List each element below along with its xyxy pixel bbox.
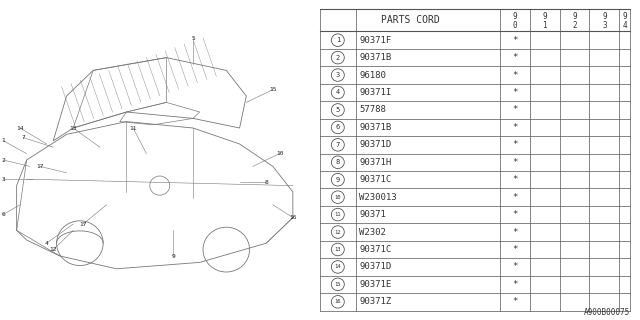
- Text: *: *: [512, 297, 518, 306]
- Text: 2: 2: [1, 157, 5, 163]
- Text: *: *: [512, 70, 518, 80]
- Text: *: *: [512, 140, 518, 149]
- Text: 8: 8: [264, 180, 268, 185]
- Text: 15: 15: [335, 282, 341, 287]
- Text: *: *: [512, 280, 518, 289]
- Text: 0: 0: [513, 21, 517, 30]
- Text: 17: 17: [79, 221, 87, 227]
- Text: 90371D: 90371D: [360, 262, 392, 271]
- Text: 11: 11: [129, 125, 137, 131]
- Text: A900B00075: A900B00075: [584, 308, 630, 317]
- Text: 14: 14: [16, 125, 24, 131]
- Text: 13: 13: [335, 247, 341, 252]
- Text: 2: 2: [572, 21, 577, 30]
- Text: 9: 9: [336, 177, 340, 183]
- Text: *: *: [512, 158, 518, 167]
- Text: *: *: [512, 53, 518, 62]
- Text: 9: 9: [602, 12, 607, 21]
- Text: 90371F: 90371F: [360, 36, 392, 45]
- Text: 3: 3: [1, 177, 5, 182]
- Text: 90371I: 90371I: [360, 88, 392, 97]
- Text: 90371C: 90371C: [360, 175, 392, 184]
- Text: 3: 3: [336, 72, 340, 78]
- Text: 7: 7: [21, 135, 25, 140]
- Text: 90371B: 90371B: [360, 123, 392, 132]
- Text: 13: 13: [70, 125, 77, 131]
- Text: 12: 12: [49, 247, 57, 252]
- Text: *: *: [512, 228, 518, 236]
- Text: *: *: [512, 106, 518, 115]
- Text: 90371Z: 90371Z: [360, 297, 392, 306]
- Text: 9: 9: [623, 12, 627, 21]
- Text: *: *: [512, 88, 518, 97]
- Text: 4: 4: [45, 241, 49, 246]
- Text: 3: 3: [602, 21, 607, 30]
- Text: 57788: 57788: [360, 106, 387, 115]
- Text: 9: 9: [543, 12, 547, 21]
- Text: *: *: [512, 262, 518, 271]
- Text: *: *: [512, 245, 518, 254]
- Text: 10: 10: [335, 195, 341, 200]
- Text: 15: 15: [269, 87, 276, 92]
- Text: *: *: [512, 36, 518, 45]
- Text: 7: 7: [336, 142, 340, 148]
- Text: PARTS CORD: PARTS CORD: [381, 15, 440, 26]
- Text: 16: 16: [335, 299, 341, 304]
- Text: 6: 6: [1, 212, 5, 217]
- Text: 5: 5: [191, 36, 195, 41]
- Text: 14: 14: [335, 264, 341, 269]
- Text: 4: 4: [623, 21, 627, 30]
- Text: *: *: [512, 193, 518, 202]
- Text: 1: 1: [543, 21, 547, 30]
- Text: *: *: [512, 175, 518, 184]
- Text: 5: 5: [336, 107, 340, 113]
- Text: 2: 2: [336, 55, 340, 60]
- Text: 6: 6: [336, 124, 340, 130]
- Text: 4: 4: [336, 90, 340, 95]
- Text: 1: 1: [336, 37, 340, 43]
- Text: 90371: 90371: [360, 210, 387, 219]
- Text: *: *: [512, 123, 518, 132]
- Text: 90371D: 90371D: [360, 140, 392, 149]
- Text: 16: 16: [289, 215, 296, 220]
- Text: 1: 1: [1, 138, 5, 143]
- Text: 17: 17: [36, 164, 44, 169]
- Text: *: *: [512, 210, 518, 219]
- Text: 90371C: 90371C: [360, 245, 392, 254]
- Text: 12: 12: [335, 229, 341, 235]
- Text: 8: 8: [336, 159, 340, 165]
- Text: W2302: W2302: [360, 228, 387, 236]
- Text: 96180: 96180: [360, 70, 387, 80]
- Text: W230013: W230013: [360, 193, 397, 202]
- Text: 90371E: 90371E: [360, 280, 392, 289]
- Text: 90371H: 90371H: [360, 158, 392, 167]
- Text: 10: 10: [276, 151, 284, 156]
- Text: 9: 9: [513, 12, 517, 21]
- Text: 11: 11: [335, 212, 341, 217]
- Text: 90371B: 90371B: [360, 53, 392, 62]
- Text: 9: 9: [572, 12, 577, 21]
- Text: 9: 9: [171, 253, 175, 259]
